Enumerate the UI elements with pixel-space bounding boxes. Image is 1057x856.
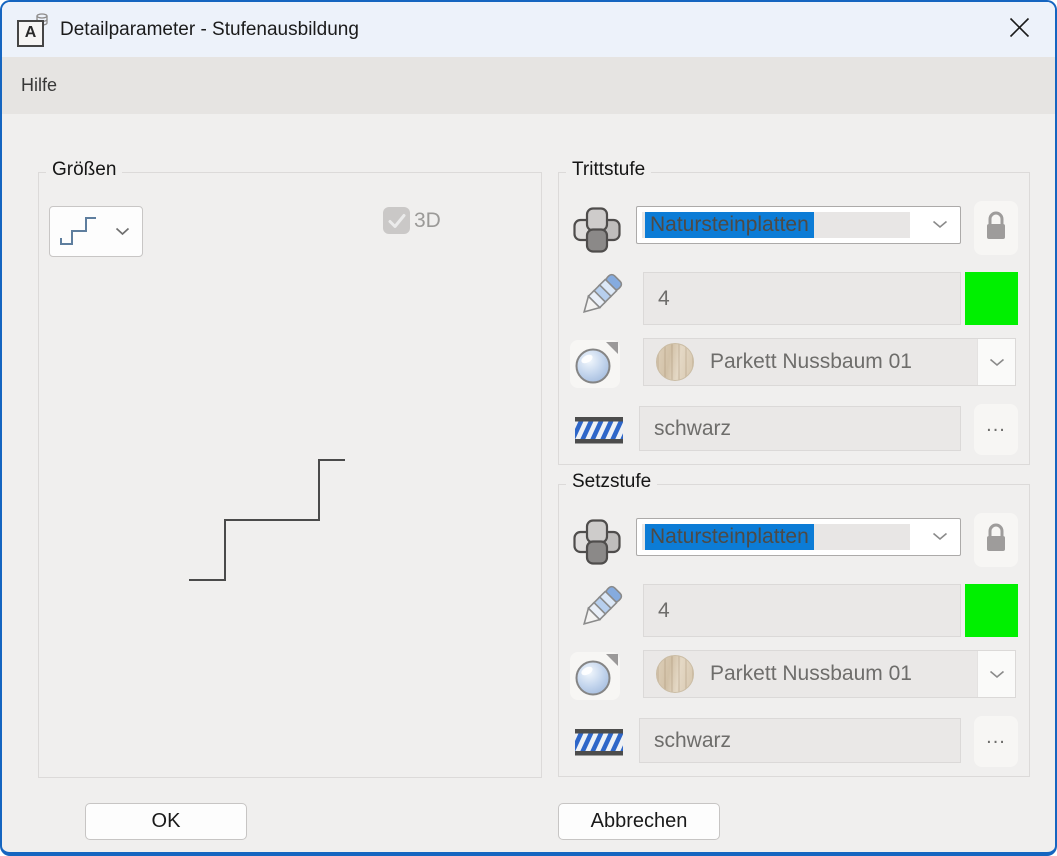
riser-pen-thickness-value: 4	[658, 598, 670, 622]
step-type-icon	[58, 210, 100, 253]
step-profile-diagram	[179, 448, 351, 595]
wood-texture-thumbnail	[656, 343, 694, 381]
close-icon	[1008, 16, 1031, 44]
riser-lock-button[interactable]	[974, 513, 1018, 567]
group-sizes-label: Größen	[46, 159, 123, 181]
riser-material-combobox[interactable]: Natursteinplatten	[636, 518, 961, 556]
riser-pen-thickness-field[interactable]: 4	[643, 584, 961, 637]
riser-surface-button[interactable]	[570, 652, 620, 700]
tread-hatch-color-value: schwarz	[654, 416, 732, 440]
checkbox-3d[interactable]: 3D	[383, 207, 441, 234]
riser-surface-dropdown-segment[interactable]	[977, 651, 1015, 697]
tread-pen-thickness-field[interactable]: 4	[643, 272, 961, 325]
group-tread-label: Trittstufe	[566, 159, 652, 181]
surface-sphere-icon	[575, 342, 618, 384]
material-icon	[572, 518, 622, 566]
lock-icon	[983, 523, 1009, 558]
tread-pen-thickness-value: 4	[658, 286, 670, 310]
tread-hatch-color-field[interactable]: schwarz	[639, 406, 961, 451]
check-icon	[388, 213, 405, 228]
group-tread: Trittstufe Natursteinplatten	[558, 159, 1030, 465]
tread-material-value-area: Natursteinplatten	[642, 212, 910, 238]
title-bar: A Detailparameter - Stufenausbildung	[2, 2, 1055, 57]
tread-surface-value: Parkett Nussbaum 01	[710, 350, 912, 373]
riser-surface-combobox[interactable]: Parkett Nussbaum 01	[643, 650, 1016, 698]
ellipsis-icon: ...	[986, 726, 1006, 748]
pen-icon	[574, 581, 624, 637]
close-button[interactable]	[998, 9, 1040, 51]
riser-hatch-color-field[interactable]: schwarz	[639, 718, 961, 763]
material-icon	[572, 206, 622, 254]
hatch-icon	[575, 417, 623, 444]
checkbox-3d-label: 3D	[414, 208, 441, 232]
tread-material-combobox[interactable]: Natursteinplatten	[636, 206, 961, 244]
group-riser: Setzstufe Natursteinplatten	[558, 471, 1030, 777]
riser-pen-color-swatch[interactable]	[965, 584, 1018, 637]
cancel-button[interactable]: Abbrechen	[558, 803, 720, 840]
riser-surface-value: Parkett Nussbaum 01	[710, 662, 912, 685]
tread-surface-button[interactable]	[570, 340, 620, 388]
checkbox-3d-box	[383, 207, 410, 234]
chevron-down-icon	[989, 670, 1004, 678]
wood-texture-thumbnail	[656, 655, 694, 693]
app-icon-letter: A	[17, 19, 44, 47]
lock-icon	[983, 211, 1009, 246]
riser-material-value: Natursteinplatten	[645, 524, 814, 550]
ellipsis-icon: ...	[986, 414, 1006, 436]
tread-surface-dropdown-segment[interactable]	[977, 339, 1015, 385]
riser-material-value-area: Natursteinplatten	[642, 524, 910, 550]
tread-hatch-browse-button[interactable]: ...	[974, 404, 1018, 455]
window-title: Detailparameter - Stufenausbildung	[60, 18, 359, 40]
menu-bar: Hilfe	[2, 57, 1055, 114]
group-riser-label: Setzstufe	[566, 471, 658, 493]
tread-material-value: Natursteinplatten	[645, 212, 814, 238]
hatch-icon	[575, 729, 623, 756]
riser-hatch-browse-button[interactable]: ...	[974, 716, 1018, 767]
chevron-down-icon	[932, 528, 948, 546]
tread-lock-button[interactable]	[974, 201, 1018, 255]
pen-icon	[574, 269, 624, 325]
menu-item-help[interactable]: Hilfe	[21, 75, 58, 95]
step-type-dropdown[interactable]	[49, 206, 143, 257]
chevron-down-icon	[989, 358, 1004, 366]
chevron-down-icon	[932, 216, 948, 234]
tread-surface-combobox[interactable]: Parkett Nussbaum 01	[643, 338, 1016, 386]
surface-sphere-icon	[575, 654, 618, 696]
ok-button[interactable]: OK	[85, 803, 247, 840]
group-sizes: Größen 3D	[38, 159, 542, 778]
tread-pen-color-swatch[interactable]	[965, 272, 1018, 325]
riser-hatch-color-value: schwarz	[654, 728, 732, 752]
app-icon: A	[17, 12, 49, 47]
chevron-down-icon	[115, 223, 130, 241]
